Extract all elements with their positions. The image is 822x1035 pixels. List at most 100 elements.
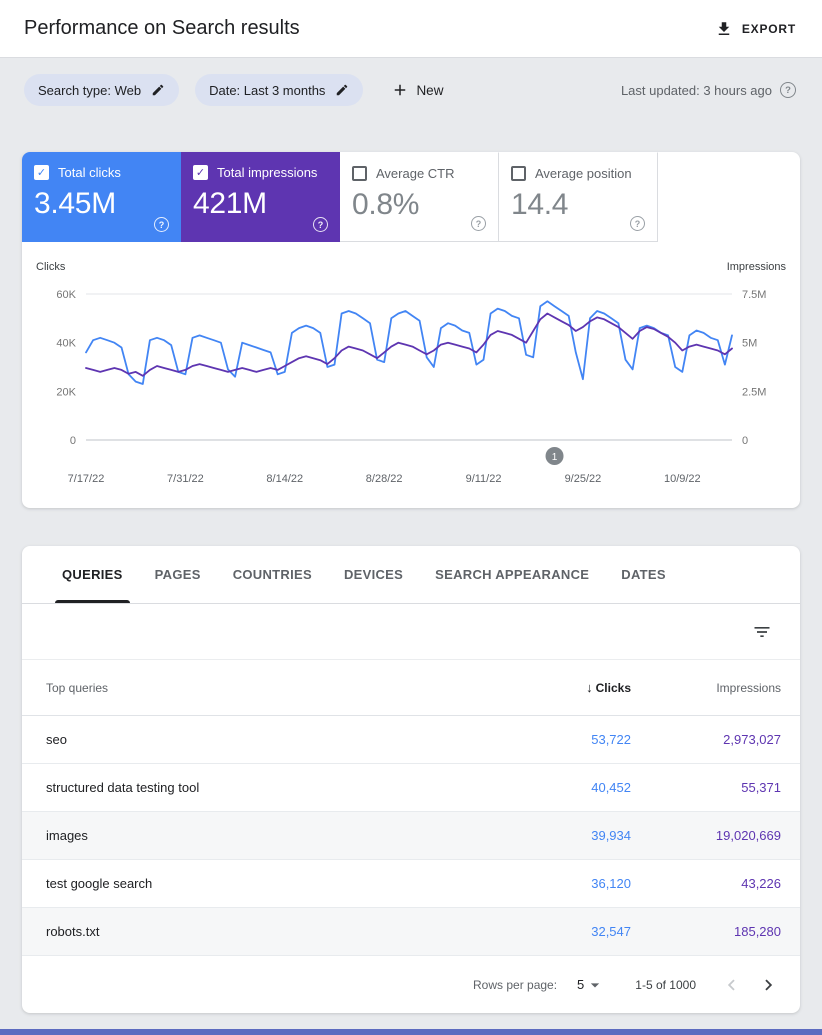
average-position-tile[interactable]: Average position 14.4 ? <box>499 152 658 242</box>
table-footer: Rows per page: 5 1-5 of 1000 <box>22 956 800 1013</box>
date-filter-chip-label: Date: Last 3 months <box>209 82 326 98</box>
table-body: seo 53,722 2,973,027 structured data tes… <box>22 716 800 956</box>
last-updated: Last updated: 3 hours ago ? <box>621 82 796 98</box>
tab-pages[interactable]: PAGES <box>154 567 201 582</box>
help-icon[interactable]: ? <box>471 216 486 231</box>
next-page-button[interactable] <box>750 966 788 1004</box>
metric-value: 421M <box>193 187 267 220</box>
filter-icon[interactable] <box>752 622 772 642</box>
chart-area: Clicks Impressions 0 20K 40K 60K 0 2.5M 5M 7.5M 7/… <box>22 242 800 508</box>
table-card: QUERIES PAGES COUNTRIES DEVICES SEARCH A… <box>22 546 800 1013</box>
svg-text:7/17/22: 7/17/22 <box>68 473 105 485</box>
svg-text:5M: 5M <box>742 338 757 350</box>
svg-text:8/14/22: 8/14/22 <box>266 473 303 485</box>
previous-page-button[interactable] <box>712 966 750 1004</box>
svg-text:9/25/22: 9/25/22 <box>565 473 602 485</box>
svg-text:20K: 20K <box>56 386 76 398</box>
total-impressions-tile[interactable]: ✓ Total impressions 421M ? <box>181 152 340 242</box>
search-type-chip-label: Search type: Web <box>38 82 142 98</box>
metric-label: Average CTR <box>376 166 455 181</box>
svg-text:Impressions: Impressions <box>727 261 787 273</box>
impressions-cell: 2,973,027 <box>723 732 781 747</box>
clicks-header-label: Clicks <box>595 680 631 695</box>
query-cell: seo <box>46 732 67 747</box>
checkbox-unchecked-icon[interactable] <box>511 166 526 181</box>
column-header-impressions[interactable]: Impressions <box>716 680 781 695</box>
total-clicks-tile[interactable]: ✓ Total clicks 3.45M ? <box>22 152 181 242</box>
svg-text:0: 0 <box>70 435 76 447</box>
query-cell: images <box>46 828 88 843</box>
rows-per-page-select[interactable]: 5 <box>577 977 585 992</box>
page-title: Performance on Search results <box>24 17 300 39</box>
tab-countries[interactable]: COUNTRIES <box>232 567 312 582</box>
metric-value: 3.45M <box>34 187 116 220</box>
dimension-tabs: QUERIES PAGES COUNTRIES DEVICES SEARCH A… <box>22 546 800 604</box>
svg-text:1: 1 <box>552 452 558 463</box>
table-filter-row <box>22 604 800 660</box>
tab-devices[interactable]: DEVICES <box>343 567 404 582</box>
rows-per-page-caret[interactable] <box>585 975 605 995</box>
table-row[interactable]: test google search 36,120 43,226 <box>22 860 800 908</box>
svg-text:9/11/22: 9/11/22 <box>466 473 502 485</box>
metric-value: 14.4 <box>511 188 569 221</box>
metric-tiles: ✓ Total clicks 3.45M ? ✓ Total impressio… <box>22 152 800 242</box>
metric-label: Total impressions <box>217 165 318 180</box>
page-header: Performance on Search results EXPORT <box>0 0 822 58</box>
svg-text:2.5M: 2.5M <box>742 386 766 398</box>
bottom-bar <box>0 1029 822 1035</box>
search-type-chip[interactable]: Search type: Web <box>24 74 180 106</box>
help-icon[interactable]: ? <box>154 217 169 232</box>
tab-dates[interactable]: DATES <box>621 567 666 582</box>
clicks-impressions-chart[interactable]: Clicks Impressions 0 20K 40K 60K 0 2.5M 5M 7.5M 7/… <box>22 254 800 500</box>
metric-label: Average position <box>535 166 632 181</box>
edit-icon <box>337 84 348 96</box>
table-header-row: Top queries ↓ Clicks Impressions <box>22 660 800 716</box>
query-cell: test google search <box>46 876 153 891</box>
checkbox-unchecked-icon[interactable] <box>352 166 367 181</box>
column-header-clicks[interactable]: ↓ Clicks <box>481 680 631 695</box>
sort-desc-icon: ↓ <box>586 680 593 695</box>
query-cell: robots.txt <box>46 924 100 939</box>
help-icon[interactable]: ? <box>780 82 796 98</box>
rows-per-page-label: Rows per page: <box>473 977 558 992</box>
new-filter-button[interactable]: New <box>391 81 443 99</box>
export-label: EXPORT <box>741 21 796 36</box>
plus-icon <box>395 84 406 96</box>
svg-text:8/28/22: 8/28/22 <box>366 473 403 485</box>
table-row[interactable]: robots.txt 32,547 185,280 <box>22 908 800 956</box>
average-ctr-tile[interactable]: Average CTR 0.8% ? <box>340 152 499 242</box>
tab-queries[interactable]: QUERIES <box>46 546 139 603</box>
metric-value: 0.8% <box>352 188 420 221</box>
impressions-cell: 55,371 <box>741 780 781 795</box>
svg-text:7.5M: 7.5M <box>742 289 766 301</box>
date-filter-chip[interactable]: Date: Last 3 months <box>195 74 364 106</box>
clicks-cell: 53,722 <box>591 732 631 747</box>
clicks-cell: 40,452 <box>591 780 631 795</box>
svg-text:10/9/22: 10/9/22 <box>664 473 701 485</box>
new-filter-label: New <box>416 82 444 98</box>
svg-text:0: 0 <box>742 435 748 447</box>
download-icon <box>718 21 730 35</box>
overview-card: ✓ Total clicks 3.45M ? ✓ Total impressio… <box>22 152 800 508</box>
clicks-cell: 32,547 <box>591 924 631 939</box>
checkbox-checked-icon[interactable]: ✓ <box>193 165 208 180</box>
help-icon[interactable]: ? <box>313 217 328 232</box>
impressions-cell: 43,226 <box>741 876 781 891</box>
filter-bar: Search type: Web Date: Last 3 months New… <box>0 58 822 106</box>
impressions-cell: 19,020,669 <box>715 828 781 843</box>
svg-text:Clicks: Clicks <box>36 261 66 273</box>
last-updated-text: Last updated: 3 hours ago <box>620 82 772 98</box>
table-row[interactable]: seo 53,722 2,973,027 <box>22 716 800 764</box>
svg-text:60K: 60K <box>56 289 76 301</box>
help-icon[interactable]: ? <box>630 216 645 231</box>
column-header-queries[interactable]: Top queries <box>46 680 109 695</box>
clicks-cell: 39,934 <box>591 828 631 843</box>
checkbox-checked-icon[interactable]: ✓ <box>34 165 49 180</box>
table-row[interactable]: structured data testing tool 40,452 55,3… <box>22 764 800 812</box>
tab-search-appearance[interactable]: SEARCH APPEARANCE <box>435 567 590 582</box>
impressions-cell: 185,280 <box>734 924 781 939</box>
export-button[interactable]: EXPORT <box>715 20 796 38</box>
query-cell: structured data testing tool <box>46 780 200 795</box>
table-row[interactable]: images 39,934 19,020,669 <box>22 812 800 860</box>
